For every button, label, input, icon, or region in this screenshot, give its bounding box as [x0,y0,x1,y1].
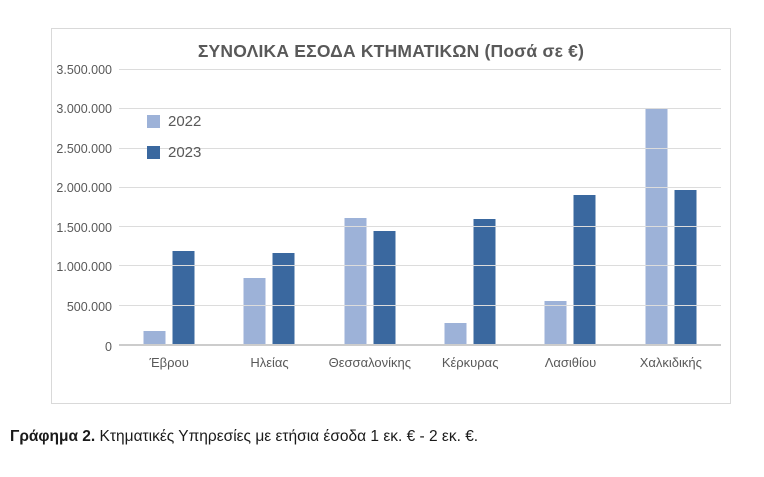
bar-group [621,69,721,344]
bar-2023 [272,253,295,344]
chart-title: ΣΥΝΟΛΙΚΑ ΕΣΟΔΑ ΚΤΗΜΑΤΙΚΩΝ (Ποσά σε €) [197,41,585,61]
bar-2022 [645,108,668,344]
bar-group [219,69,319,344]
caption-text: Κτηματικές Υπηρεσίες με ετήσια έσοδα 1 ε… [95,428,479,445]
bar-2022 [344,218,367,344]
gridline [119,108,721,110]
y-tick-label: 500.000 [66,299,112,314]
bar-2023 [473,218,496,344]
plot-area [119,69,721,346]
legend: 2022 2023 [147,113,201,161]
bar-2023 [674,190,697,344]
gridline [119,265,721,267]
legend-label: 2022 [168,113,202,130]
y-tick-label: 2.500.000 [56,141,112,156]
bar-group [119,69,219,344]
x-tick-label: Χαλκιδικής [639,355,702,370]
legend-swatch-icon [147,146,160,159]
gridline [119,304,721,306]
x-axis-labels: Έβρου Ηλείας Θεσσαλονίκης Κέρκυρας Λασιθίου Χ… [119,355,721,370]
y-tick-label: 3.000.000 [56,102,112,117]
y-tick-label: 1.000.000 [56,260,112,275]
bar-2023 [373,230,396,344]
caption-label: Γράφημα 2. [10,428,96,445]
bar-2022 [544,301,567,344]
bar-pair [444,218,496,344]
bar-2022 [243,278,266,344]
bar-group [520,69,620,344]
y-tick-label: 2.000.000 [56,181,112,196]
bar-2023 [172,251,195,344]
x-tick-label: Κέρκυρας [441,355,499,370]
legend-item-2023: 2023 [147,144,201,161]
y-tick-label: 1.500.000 [56,220,112,235]
x-tick-label: Έβρου [149,355,189,370]
x-tick-label: Λασιθίου [544,355,597,370]
bar-group [320,69,420,344]
bar-2023 [573,195,596,344]
gridline [119,147,721,149]
gridline [119,69,721,70]
caption: Γράφημα 2. Κτηματικές Υπηρεσίες με ετήσι… [10,428,478,446]
bar-2022 [143,330,166,344]
legend-label: 2023 [168,144,202,161]
bar-pair [544,195,596,344]
y-axis-labels: 0 500.000 1.000.000 1.500.000 2.000.000 2.500… [54,63,112,354]
legend-item-2022: 2022 [147,113,201,130]
bar-row [119,69,721,344]
bar-2022 [444,323,467,344]
bar-pair [243,253,295,344]
gridline [119,226,721,228]
x-tick-label: Ηλείας [250,355,289,370]
bar-pair [143,251,195,344]
x-tick-label: Θεσσαλονίκης [328,355,412,370]
y-tick-label: 0 [105,339,112,354]
legend-swatch-icon [147,115,160,128]
bar-group [420,69,520,344]
bar-pair [344,218,396,344]
chart-card: ΣΥΝΟΛΙΚΑ ΕΣΟΔΑ ΚΤΗΜΑΤΙΚΩΝ (Ποσά σε €) 0 5… [51,28,731,404]
y-tick-label: 3.500.000 [56,62,112,77]
gridline [119,186,721,188]
